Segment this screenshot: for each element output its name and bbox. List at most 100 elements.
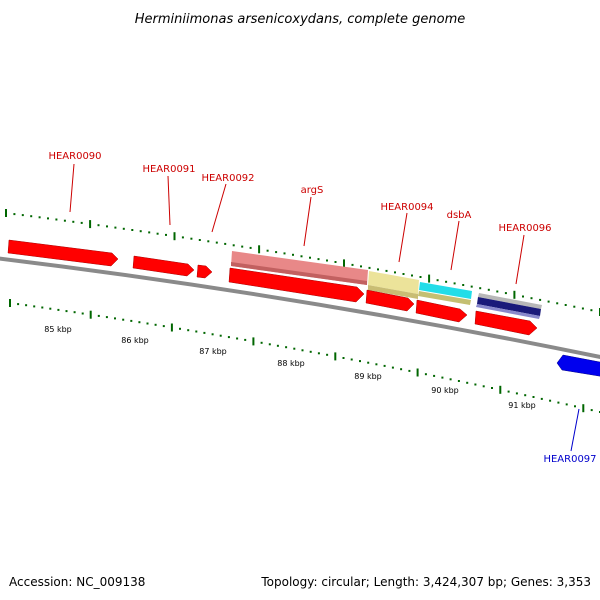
feature-band-args-shade (231, 262, 367, 285)
upper-track-minor-tick (215, 241, 218, 244)
lower-track-minor-tick (49, 307, 52, 310)
scale-label-85: 85 kbp (44, 325, 72, 334)
feature-band-hear0094[interactable] (368, 271, 419, 294)
lower-track-minor-tick (65, 310, 68, 313)
lower-track-minor-tick (285, 346, 288, 349)
upper-track-major-tick (428, 274, 431, 283)
lower-track-minor-tick (590, 409, 593, 412)
gene-label-hear0097[interactable]: HEAR0097 (543, 454, 596, 465)
upper-track-minor-tick (317, 258, 320, 261)
lower-track-minor-tick (491, 387, 493, 389)
lower-track-minor-tick (309, 350, 312, 353)
feature-band-hear0096[interactable] (477, 297, 541, 316)
upper-track-minor-tick (368, 266, 371, 269)
scale-label-90: 90 kbp (431, 386, 459, 395)
upper-track-minor-tick (453, 282, 456, 285)
upper-track-minor-tick (190, 237, 193, 240)
upper-track-minor-tick (573, 305, 576, 308)
upper-track-major-tick (173, 232, 176, 241)
upper-track-minor-tick (402, 273, 405, 275)
upper-track-minor-tick (122, 227, 125, 230)
feature-band-dsba[interactable] (419, 282, 472, 299)
lower-track-minor-tick (524, 394, 527, 397)
lower-track-minor-tick (449, 378, 452, 381)
lower-track-minor-tick (203, 331, 206, 334)
upper-track-minor-tick (131, 229, 134, 231)
lower-track-minor-tick (408, 369, 411, 372)
upper-track-minor-tick (581, 307, 584, 310)
gene-label-hear0092[interactable]: HEAR0092 (201, 173, 254, 184)
upper-track-minor-tick (114, 226, 117, 229)
upper-track-minor-tick (97, 224, 100, 227)
connector-hear0091 (167, 175, 171, 226)
upper-track-minor-tick (590, 309, 593, 312)
lower-track-minor-tick (130, 319, 133, 322)
lower-track-minor-tick (195, 330, 198, 333)
lower-track-minor-tick (375, 363, 378, 366)
lower-track-minor-tick (114, 317, 116, 320)
upper-track-major-tick (343, 259, 345, 268)
lower-track-major-tick (9, 299, 11, 307)
upper-track-minor-tick (207, 240, 210, 243)
lower-track-major-tick (252, 337, 255, 346)
gene-arrow-hear0096[interactable] (474, 310, 538, 336)
scale-labels: 85 kbp 86 kbp 87 kbp 88 kbp 89 kbp 90 kb… (44, 325, 536, 410)
upper-track-minor-tick (148, 231, 151, 234)
lower-track-minor-tick (276, 344, 279, 347)
lower-track-minor-tick (227, 336, 230, 339)
upper-track-minor-tick (360, 265, 362, 268)
gene-arrow-dsba[interactable] (415, 299, 468, 323)
upper-track-minor-tick (394, 271, 396, 274)
lower-track-minor-tick (236, 337, 239, 340)
gene-arrow-hear0091[interactable] (132, 255, 195, 277)
upper-track-minor-tick (522, 295, 524, 298)
upper-track-minor-tick (139, 230, 142, 233)
lower-track-minor-tick (146, 322, 149, 325)
upper-track-minor-tick (266, 249, 269, 252)
scale-label-88: 88 kbp (277, 359, 305, 368)
connector-hear0096 (515, 234, 525, 285)
feature-band-hear0096-grey (478, 293, 542, 309)
lower-track-minor-tick (179, 327, 181, 330)
gene-arrow-hear0092[interactable] (196, 264, 213, 279)
gene-arrow-hear0094[interactable] (365, 289, 415, 312)
upper-track-minor-tick (275, 251, 278, 254)
gene-arrow-hear0090[interactable] (7, 239, 119, 267)
upper-track-minor-tick (564, 304, 567, 306)
upper-track-minor-tick (21, 214, 24, 217)
gene-track (7, 239, 600, 377)
lower-track-minor-tick (532, 396, 535, 398)
accession-text: Accession: NC_009138 (9, 575, 145, 589)
upper-track-minor-tick (30, 215, 33, 218)
lower-track-minor-tick (162, 325, 165, 328)
upper-track-minor-tick (530, 297, 533, 300)
upper-track-minor-tick (47, 217, 49, 220)
lower-track-minor-tick (122, 318, 125, 321)
lower-track-minor-tick (219, 334, 222, 337)
lower-track-major-tick (334, 352, 337, 361)
gene-label-hear0090[interactable]: HEAR0090 (48, 151, 101, 162)
gene-label-hear0094[interactable]: HEAR0094 (380, 202, 433, 213)
upper-track-minor-tick (496, 290, 499, 293)
upper-track-minor-tick (55, 218, 58, 221)
gene-label-hear0096[interactable]: HEAR0096 (498, 223, 551, 234)
lower-track-minor-tick (359, 360, 361, 363)
upper-track-minor-tick (436, 279, 439, 282)
upper-track-minor-tick (224, 242, 227, 245)
lower-track-minor-tick (33, 305, 36, 308)
gene-label-args[interactable]: argS (301, 185, 324, 196)
lower-track-minor-tick (557, 401, 560, 404)
upper-track-minor-tick (419, 276, 422, 278)
scale-label-87: 87 kbp (199, 347, 227, 356)
gene-label-hear0091[interactable]: HEAR0091 (142, 164, 195, 175)
upper-track-minor-tick (351, 263, 354, 266)
upper-track-minor-tick (334, 261, 337, 263)
upper-track-minor-tick (411, 274, 413, 277)
label-connectors (69, 163, 580, 452)
gene-label-dsba[interactable]: dsbA (447, 210, 472, 221)
lower-track-minor-tick (260, 341, 263, 344)
gene-arrow-args[interactable] (228, 267, 365, 303)
upper-track-minor-tick (504, 292, 507, 295)
gene-arrow-hear0097[interactable] (556, 354, 600, 377)
